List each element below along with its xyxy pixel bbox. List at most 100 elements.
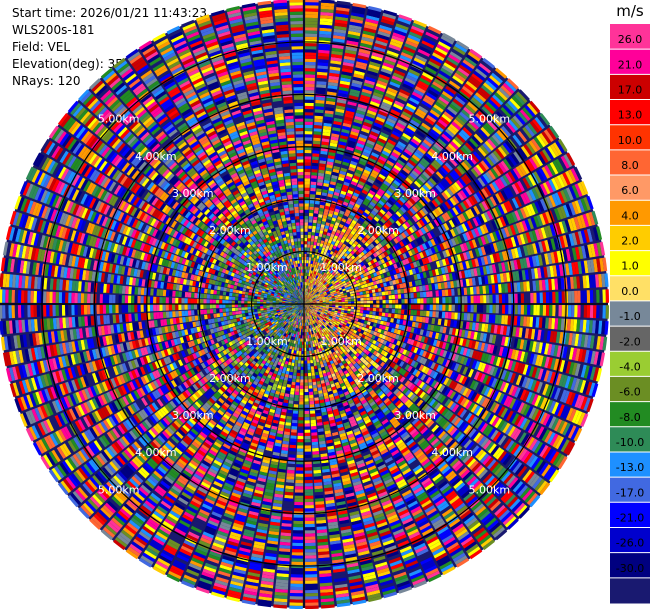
ppi-gate — [327, 85, 338, 90]
ppi-gate — [407, 99, 418, 108]
start-time-label: Start time: 2026/01/21 11:43:23 — [12, 6, 207, 20]
ppi-gate — [602, 305, 606, 319]
ppi-gate — [382, 12, 397, 20]
ppi-gate — [305, 269, 308, 273]
ppi-gate — [371, 128, 381, 135]
ppi-gate — [424, 66, 437, 75]
ppi-gate — [374, 164, 383, 171]
ppi-gate — [335, 219, 341, 224]
ppi-gate — [364, 24, 377, 31]
ppi-gate — [304, 115, 314, 119]
ppi-gate — [333, 117, 343, 123]
ppi-gate — [317, 259, 321, 263]
ppi-gate — [315, 271, 318, 276]
ppi-gate — [335, 16, 349, 22]
ppi-gate — [399, 138, 408, 146]
ppi-gate — [346, 146, 354, 152]
ppi-gate — [335, 205, 341, 210]
ppi-gate — [310, 290, 313, 294]
ppi-gate — [420, 74, 432, 83]
ppi-gate — [390, 133, 400, 141]
ppi-gate — [304, 291, 306, 295]
ppi-gate — [327, 88, 338, 93]
ppi-gate — [413, 113, 424, 122]
ppi-gate — [305, 58, 316, 63]
ppi-gate — [498, 304, 503, 314]
ppi-gate — [405, 127, 415, 135]
ppi-gate — [313, 271, 317, 275]
ppi-gate — [340, 190, 347, 196]
ppi-gate — [473, 304, 477, 313]
ppi-gate — [308, 293, 311, 297]
ppi-gate — [373, 304, 377, 308]
ppi-gate — [494, 314, 499, 324]
ppi-gate — [398, 299, 402, 304]
ppi-gate — [463, 287, 468, 295]
ppi-gate — [305, 11, 319, 15]
ppi-gate — [536, 292, 540, 304]
ppi-gate — [357, 163, 365, 169]
ppi-gate — [380, 21, 394, 29]
ppi-gate — [368, 289, 373, 294]
ppi-gate — [508, 294, 512, 304]
ppi-gate — [427, 60, 440, 70]
ppi-gate — [395, 66, 407, 74]
ppi-gate — [350, 197, 357, 203]
ppi-gate — [318, 166, 326, 171]
ppi-gate — [342, 161, 350, 167]
ppi-gate — [422, 97, 434, 106]
ppi-gate — [310, 181, 317, 186]
ppi-gate — [342, 122, 352, 128]
ppi-gate — [333, 224, 339, 230]
ppi-gate — [366, 297, 370, 301]
ppi-gate — [364, 21, 378, 28]
ppi-gate — [315, 106, 324, 110]
ppi-gate — [335, 300, 339, 303]
ppi-gate — [473, 295, 477, 304]
ppi-gate — [305, 2, 319, 6]
ppi-gate — [385, 304, 389, 309]
ppi-gate — [342, 236, 347, 241]
ppi-gate — [441, 311, 446, 319]
ppi-gate — [347, 143, 355, 149]
ppi-gate — [321, 138, 330, 143]
ppi-gate — [365, 76, 376, 83]
ppi-gate — [360, 298, 364, 301]
ppi-gate — [463, 313, 468, 321]
ppi-gate — [330, 178, 337, 183]
ppi-gate — [492, 304, 496, 314]
ppi-gate — [341, 71, 353, 77]
ppi-gate — [417, 80, 429, 89]
ppi-gate — [328, 151, 336, 157]
ppi-gate — [389, 41, 403, 49]
ppi-gate — [520, 293, 525, 304]
ppi-gate — [389, 81, 401, 89]
ppi-gate — [327, 249, 331, 254]
ppi-gate — [305, 43, 317, 47]
ppi-gate — [304, 175, 311, 179]
ppi-gate — [530, 304, 534, 316]
ppi-gate — [305, 27, 318, 31]
ppi-gate — [387, 47, 400, 55]
ppi-gate — [337, 199, 343, 204]
ppi-gate — [397, 119, 408, 127]
ppi-gate — [329, 142, 338, 147]
ppi-gate — [397, 289, 401, 294]
ppi-gate — [307, 269, 310, 273]
ppi-gate — [317, 178, 324, 183]
ppi-gate — [315, 103, 325, 107]
ppi-gate — [326, 97, 336, 102]
ppi-gate — [445, 304, 449, 311]
ppi-gate — [593, 289, 597, 303]
ppi-gate — [304, 200, 309, 204]
ppi-gate — [304, 143, 312, 147]
ppi-gate — [351, 128, 360, 134]
ppi-gate — [328, 226, 333, 231]
ppi-gate — [335, 10, 350, 15]
ppi-gate — [324, 208, 329, 213]
ppi-gate — [381, 15, 396, 23]
ppi-gate — [365, 195, 373, 201]
ppi-gate — [381, 101, 392, 109]
ppi-gate — [384, 312, 389, 317]
ppi-gate — [343, 55, 356, 61]
